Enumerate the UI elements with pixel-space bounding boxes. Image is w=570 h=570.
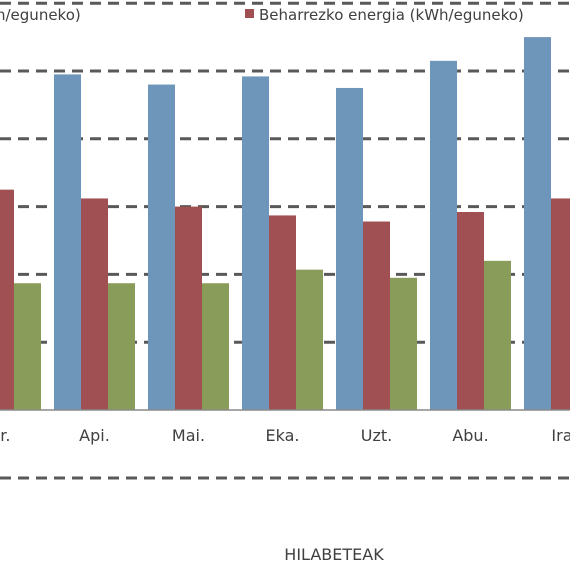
bar-series-3	[296, 269, 323, 410]
bar-series-2	[363, 221, 390, 410]
bars	[0, 37, 570, 411]
x-tick-label: Ira.	[551, 426, 570, 445]
x-tick-label: Api.	[79, 426, 110, 445]
bar-series-2	[269, 215, 296, 410]
legend: h/eguneko) Beharrezko energia (kWh/egune…	[0, 6, 524, 24]
bar-series-3	[14, 283, 41, 410]
legend-partial-label: h/eguneko)	[0, 6, 81, 24]
x-axis-title: HILABETEAK	[284, 545, 384, 564]
x-tick-label: Abu.	[452, 426, 488, 445]
x-tick-label: ar.	[0, 426, 11, 445]
bar-series-2	[457, 212, 484, 410]
bar-series-3	[202, 283, 229, 410]
bar-series-1	[336, 87, 363, 410]
bar-series-1	[54, 74, 81, 410]
bar-series-3	[390, 277, 417, 410]
bar-series-3	[108, 283, 135, 410]
x-tick-label: Mai.	[172, 426, 205, 445]
x-tick-label: Eka.	[266, 426, 300, 445]
bar-series-1	[242, 76, 269, 410]
x-tick-label: Uzt.	[361, 426, 392, 445]
legend-label: Beharrezko energia (kWh/eguneko)	[259, 6, 524, 24]
bar-series-3	[484, 260, 511, 410]
bar-series-2	[551, 198, 570, 410]
x-axis-ticks: ar. Api. Mai. Eka. Uzt. Abu. Ira.	[0, 426, 570, 445]
bar-series-2	[0, 189, 14, 410]
bar-series-1	[430, 60, 457, 411]
bar-series-1	[148, 84, 175, 410]
bar-series-2	[175, 206, 202, 410]
legend-swatch	[245, 9, 254, 18]
bar-series-1	[524, 37, 551, 410]
bar-series-2	[81, 198, 108, 410]
